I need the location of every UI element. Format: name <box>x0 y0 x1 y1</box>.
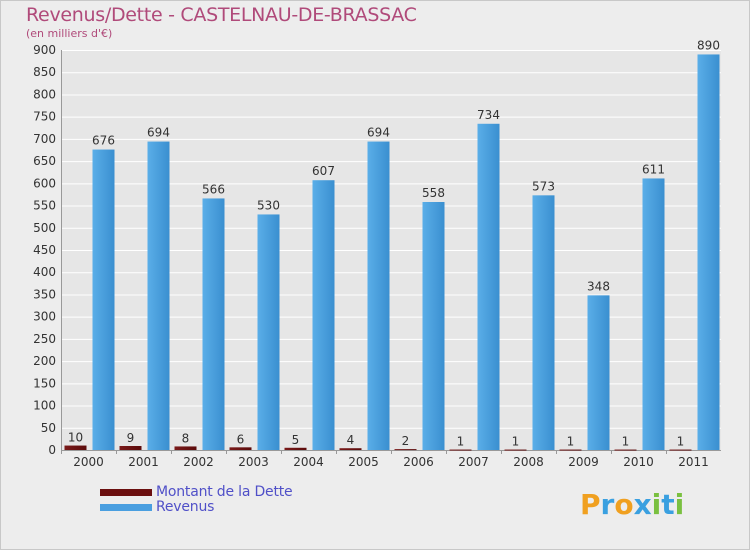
data-label-revenus: 607 <box>312 164 335 178</box>
bar-revenus-2008 <box>532 195 555 450</box>
y-tick-label: 250 <box>33 332 56 346</box>
data-label-dette: 6 <box>237 432 245 446</box>
data-label-revenus: 694 <box>147 126 170 140</box>
y-tick-label: 650 <box>33 154 56 168</box>
chart-subtitle: (en milliers d'€) <box>26 27 113 40</box>
y-tick-label: 700 <box>33 132 56 146</box>
bar-revenus-2011 <box>697 54 720 450</box>
y-tick-label: 600 <box>33 176 56 190</box>
y-tick-label: 0 <box>48 443 56 457</box>
bar-revenus-2000 <box>92 149 115 451</box>
legend-swatch-revenus <box>100 504 152 511</box>
y-tick-label: 200 <box>33 354 56 368</box>
bar-revenus-2003 <box>257 214 280 450</box>
legend-label-revenus: Revenus <box>156 499 215 515</box>
bar-revenus-2010 <box>642 178 665 450</box>
bar-revenus-2002 <box>202 198 225 450</box>
data-label-dette: 10 <box>68 431 83 445</box>
data-label-dette: 8 <box>182 431 190 445</box>
data-label-dette: 1 <box>622 435 630 449</box>
x-tick-label: 2004 <box>293 455 324 469</box>
y-tick-label: 450 <box>33 243 56 257</box>
logo-letter: P <box>580 488 601 521</box>
x-tick-label: 2007 <box>458 455 489 469</box>
y-tick-label: 350 <box>33 287 56 301</box>
bar-dette-2011 <box>669 449 692 451</box>
data-label-revenus: 530 <box>257 198 280 212</box>
x-tick-label: 2000 <box>73 455 104 469</box>
logo-letter: i <box>651 488 662 521</box>
y-tick-label: 400 <box>33 265 56 279</box>
bar-dette-2010 <box>614 449 637 451</box>
data-label-revenus: 890 <box>697 38 720 52</box>
data-label-dette: 1 <box>457 435 465 449</box>
data-label-revenus: 676 <box>92 134 115 148</box>
bar-dette-2009 <box>559 449 582 451</box>
data-label-dette: 4 <box>347 433 355 447</box>
bar-dette-2008 <box>504 449 527 451</box>
data-label-revenus: 734 <box>477 108 500 122</box>
bar-dette-2005 <box>339 448 362 450</box>
data-label-revenus: 566 <box>202 182 225 196</box>
legend-swatch-dette <box>100 489 152 496</box>
x-tick-label: 2009 <box>568 455 599 469</box>
y-tick-label: 800 <box>33 87 56 101</box>
chart-title: Revenus/Dette - CASTELNAU-DE-BRASSAC <box>26 4 417 26</box>
bar-dette-2007 <box>449 449 472 451</box>
bar-revenus-2005 <box>367 141 390 451</box>
bar-dette-2004 <box>284 447 307 450</box>
bar-dette-2000 <box>64 445 87 450</box>
logo-letter: r <box>600 488 615 521</box>
bar-dette-2001 <box>119 446 142 450</box>
y-tick-label: 500 <box>33 221 56 235</box>
data-label-revenus: 558 <box>422 186 445 200</box>
y-tick-label: 150 <box>33 376 56 390</box>
data-label-dette: 2 <box>402 434 410 448</box>
data-label-dette: 1 <box>512 435 520 449</box>
logo-letter: t <box>661 488 675 521</box>
bar-revenus-2006 <box>422 202 445 450</box>
x-tick-label: 2005 <box>348 455 379 469</box>
y-tick-label: 300 <box>33 310 56 324</box>
data-label-revenus: 573 <box>532 179 555 193</box>
data-label-dette: 1 <box>677 435 685 449</box>
data-label-dette: 9 <box>127 431 135 445</box>
x-tick-label: 2008 <box>513 455 544 469</box>
x-tick-label: 2011 <box>678 455 709 469</box>
data-label-dette: 5 <box>292 433 300 447</box>
x-tick-label: 2001 <box>128 455 159 469</box>
x-tick-label: 2003 <box>238 455 269 469</box>
bar-revenus-2007 <box>477 123 500 451</box>
data-label-dette: 1 <box>567 435 575 449</box>
y-tick-label: 50 <box>41 421 56 435</box>
y-tick-label: 750 <box>33 110 56 124</box>
data-label-revenus: 348 <box>587 279 610 293</box>
logo-letter: o <box>614 488 634 521</box>
bar-dette-2006 <box>394 449 417 451</box>
x-tick-label: 2010 <box>623 455 654 469</box>
y-tick-label: 550 <box>33 199 56 213</box>
data-label-revenus: 611 <box>642 162 665 176</box>
bar-dette-2003 <box>229 447 252 450</box>
bar-revenus-2009 <box>587 295 610 450</box>
proxiti-logo: Proxiti <box>580 488 684 521</box>
logo-letter: i <box>674 488 685 521</box>
bar-dette-2002 <box>174 446 197 450</box>
y-tick-label: 900 <box>33 43 56 57</box>
bar-revenus-2004 <box>312 180 335 450</box>
logo-letter: x <box>633 488 652 521</box>
y-tick-label: 100 <box>33 399 56 413</box>
x-tick-label: 2002 <box>183 455 214 469</box>
legend-label-dette: Montant de la Dette <box>156 484 293 500</box>
bar-revenus-2001 <box>147 141 170 451</box>
y-tick-label: 850 <box>33 65 56 79</box>
x-tick-label: 2006 <box>403 455 434 469</box>
data-label-revenus: 694 <box>367 126 390 140</box>
